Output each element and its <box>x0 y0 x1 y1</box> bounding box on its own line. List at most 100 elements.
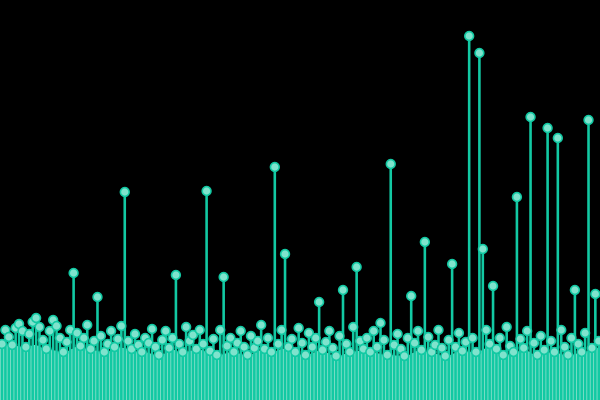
data-point-marker <box>446 258 458 270</box>
data-point-marker <box>532 349 543 361</box>
data-point-marker <box>201 185 212 197</box>
data-point-marker <box>556 324 567 336</box>
data-point-marker <box>313 296 325 308</box>
data-point-marker <box>92 291 103 303</box>
data-point-marker <box>579 327 591 339</box>
data-point-marker <box>266 346 277 358</box>
data-point-marker <box>218 271 229 283</box>
data-point-marker <box>262 332 274 344</box>
data-point-marker <box>586 342 598 354</box>
data-point-marker <box>484 338 495 350</box>
data-point-marker <box>279 248 291 260</box>
data-point-marker <box>463 30 475 42</box>
data-point-marker <box>310 332 321 344</box>
data-point-marker <box>255 319 267 331</box>
data-point-marker <box>273 338 284 350</box>
data-point-marker <box>286 333 298 345</box>
data-point-marker <box>320 336 332 348</box>
data-point-marker <box>552 132 564 144</box>
data-point-marker <box>491 343 502 355</box>
data-point-marker <box>402 332 413 344</box>
data-point-marker <box>30 312 42 324</box>
data-point-marker <box>498 349 509 361</box>
data-point-marker <box>457 345 468 357</box>
data-point-marker <box>24 328 35 340</box>
data-point-marker <box>590 288 600 300</box>
data-point-marker <box>392 328 403 340</box>
data-point-marker <box>467 332 478 344</box>
data-point-marker <box>542 122 553 134</box>
data-point-marker <box>215 324 226 336</box>
data-point-marker <box>194 324 205 336</box>
data-point-marker <box>470 346 482 358</box>
data-point-marker <box>433 324 444 336</box>
data-point-marker <box>361 332 373 344</box>
data-point-marker <box>324 325 335 337</box>
data-point-marker <box>409 337 420 349</box>
data-point-marker <box>290 346 301 358</box>
data-point-marker <box>58 346 69 358</box>
data-point-marker <box>293 322 304 334</box>
data-point-marker <box>481 324 492 336</box>
data-point-marker <box>477 243 489 255</box>
data-point-marker <box>474 47 485 59</box>
data-point-marker <box>576 346 587 358</box>
data-point-marker <box>419 236 431 248</box>
data-point-marker <box>187 329 199 341</box>
data-point-marker <box>385 158 396 170</box>
data-point-marker <box>269 161 280 173</box>
data-point-marker <box>535 330 546 342</box>
data-point-marker <box>525 111 536 123</box>
data-point-marker <box>7 339 18 351</box>
data-point-marker <box>412 325 424 337</box>
data-point-marker <box>521 325 533 337</box>
data-point-marker <box>378 334 390 346</box>
data-point-marker <box>528 337 540 349</box>
data-point-marker <box>180 321 192 333</box>
data-point-marker <box>569 284 581 296</box>
data-point-marker <box>494 332 506 344</box>
data-point-marker <box>20 341 32 353</box>
data-point-marker <box>129 328 141 340</box>
data-point-marker <box>112 333 124 345</box>
data-point-marker <box>423 331 434 343</box>
data-point-marker <box>160 325 171 337</box>
data-point-marker <box>71 327 83 339</box>
data-point-marker <box>368 325 379 337</box>
data-point-marker <box>51 320 62 332</box>
data-point-marker <box>146 323 158 335</box>
data-point-marker <box>44 325 55 337</box>
data-point-marker <box>153 349 165 361</box>
stem-lines <box>0 36 600 400</box>
data-point-marker <box>116 320 127 332</box>
data-point-marker <box>208 333 219 345</box>
data-point-marker <box>95 330 107 342</box>
data-point-marker <box>399 350 410 362</box>
data-point-marker <box>68 267 79 279</box>
data-point-marker <box>330 350 342 362</box>
data-point-marker <box>78 332 90 344</box>
data-point-marker <box>365 346 376 358</box>
data-point-marker <box>105 325 117 337</box>
data-point-marker <box>307 341 318 353</box>
data-point-marker <box>371 341 383 353</box>
data-point-marker <box>508 346 519 358</box>
data-point-marker <box>545 335 557 347</box>
data-point-marker <box>406 290 417 302</box>
data-point-marker <box>252 335 263 347</box>
data-point-marker <box>167 332 178 344</box>
data-point-marker <box>487 280 499 292</box>
data-point-marker <box>242 349 253 361</box>
data-point-marker <box>515 333 526 345</box>
data-point-marker <box>228 346 240 358</box>
data-point-marker <box>197 338 209 350</box>
data-point-marker <box>348 321 359 333</box>
data-point-marker <box>177 346 188 358</box>
data-point-marker <box>303 327 315 339</box>
data-point-marker <box>344 346 356 358</box>
data-point-marker <box>511 191 523 203</box>
data-point-marker <box>300 349 311 361</box>
data-point-marker <box>453 327 465 339</box>
